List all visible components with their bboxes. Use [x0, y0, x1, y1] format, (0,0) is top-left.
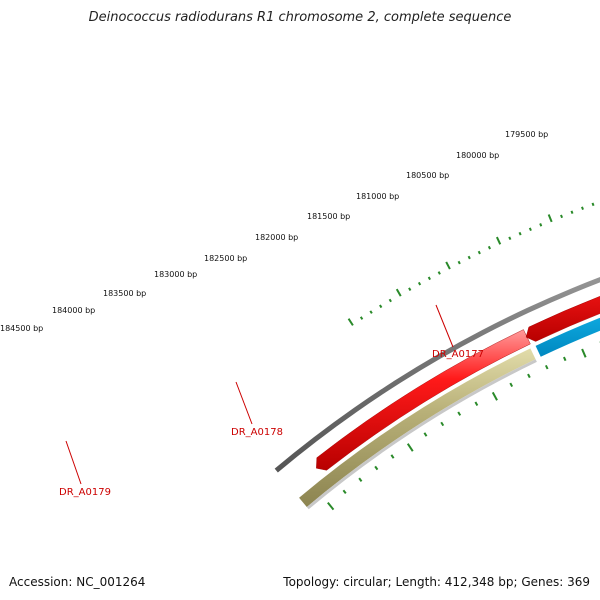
ruler-label: 183000 bp: [154, 270, 197, 279]
minor-tick: [539, 223, 543, 227]
topology-summary: Topology: circular; Length: 412,348 bp; …: [283, 575, 590, 589]
inner-major-tick: [406, 443, 414, 452]
accession-text: Accession: NC_001264: [9, 575, 146, 589]
minor-tick: [417, 281, 422, 286]
minor-tick: [560, 214, 564, 219]
gene-shadow: [306, 359, 537, 510]
ruler-label: 180500 bp: [406, 171, 449, 180]
gene-leader-line: [235, 381, 253, 425]
minor-tick: [467, 255, 471, 260]
gene-label: DR_A0178: [231, 427, 283, 438]
gene-label: DR_A0179: [59, 487, 111, 498]
inner-major-tick: [491, 391, 498, 401]
ruler-label: 182000 bp: [255, 233, 298, 242]
inner-minor-tick: [509, 382, 514, 388]
minor-tick: [427, 276, 431, 281]
gene-labels: DR_A0177 DR_A0178 DR_A0179: [59, 304, 484, 498]
ruler-labels: 179500 bp 180000 bp 180500 bp 181000 bp 1815…: [0, 130, 548, 333]
map-title: Deinococcus radiodurans R1 chromosome 2,…: [88, 10, 512, 25]
minor-tick: [508, 236, 512, 241]
minor-tick: [581, 206, 584, 210]
inner-major-tick: [327, 501, 335, 511]
major-tick: [395, 288, 402, 297]
backbone-track: [274, 277, 600, 473]
inner-minor-tick: [457, 411, 462, 416]
minor-tick: [437, 271, 441, 275]
cds-arrow: [525, 296, 600, 342]
minor-tick: [457, 260, 461, 265]
minor-tick: [379, 304, 383, 309]
inner-minor-tick: [440, 421, 445, 427]
minor-tick: [591, 202, 595, 207]
minor-tick: [359, 316, 364, 320]
minor-tick: [477, 250, 481, 255]
inner-minor-tick: [342, 489, 347, 494]
minor-tick: [369, 310, 373, 314]
ruler-label: 180000 bp: [456, 151, 499, 160]
inner-minor-tick: [423, 432, 428, 437]
major-tick: [547, 214, 553, 223]
minor-tick: [388, 298, 392, 303]
minor-tick: [570, 210, 574, 214]
inner-minor-tick: [544, 364, 549, 370]
gene-leader-line: [435, 304, 454, 348]
major-tick: [347, 318, 354, 326]
minor-tick: [408, 287, 412, 292]
gene-leader-line: [65, 440, 82, 485]
cds-track: [316, 296, 600, 471]
inner-minor-tick: [390, 454, 395, 459]
ruler-label: 184000 bp: [52, 306, 95, 315]
ruler-label: 183500 bp: [103, 289, 146, 298]
ruler-label: 181500 bp: [307, 212, 350, 221]
inner-minor-tick: [358, 477, 363, 482]
inner-minor-tick: [563, 356, 567, 362]
minor-tick: [487, 245, 491, 250]
minor-tick: [518, 231, 522, 236]
ruler-label: 182500 bp: [204, 254, 247, 263]
ruler-label: 179500 bp: [505, 130, 548, 139]
major-tick: [495, 236, 502, 245]
inner-minor-tick: [474, 401, 479, 406]
gene-track: [299, 317, 600, 510]
inner-ruler-ticks: [327, 341, 600, 511]
major-tick: [445, 261, 451, 270]
ruler-ticks: [347, 202, 595, 326]
gene-arrow-dr-a0178: [535, 317, 600, 357]
ruler-label: 184500 bp: [0, 324, 43, 333]
backbone-arc: [274, 277, 600, 473]
cds-arrow: [316, 329, 531, 471]
inner-major-tick: [581, 348, 587, 358]
gene-label: DR_A0177: [432, 349, 484, 360]
gene-arrow-dr-a0179: [299, 348, 536, 507]
ruler-label: 181000 bp: [356, 192, 399, 201]
minor-tick: [528, 227, 532, 231]
inner-minor-tick: [374, 465, 379, 471]
inner-minor-tick: [527, 373, 531, 379]
